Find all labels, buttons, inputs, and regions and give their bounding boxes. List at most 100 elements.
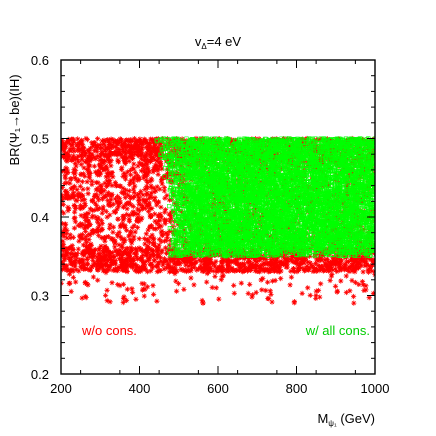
red-star-point <box>361 287 367 293</box>
red-star-point <box>334 268 340 275</box>
red-star-point <box>222 210 228 216</box>
red-star-point <box>120 281 126 287</box>
red-star-point <box>296 266 302 272</box>
red-star-point <box>150 283 156 289</box>
red-star-point <box>227 216 233 222</box>
red-star-point <box>318 264 324 270</box>
red-star-point <box>131 223 137 229</box>
red-star-point <box>106 264 112 270</box>
red-star-point <box>132 169 138 176</box>
red-star-point <box>330 256 336 262</box>
red-star-point <box>327 260 333 267</box>
red-star-point <box>74 187 80 193</box>
red-star-point <box>71 148 77 154</box>
red-star-point <box>75 246 81 252</box>
red-star-point <box>123 251 129 257</box>
red-star-point <box>107 153 113 159</box>
red-star-point <box>143 183 149 189</box>
red-star-point <box>114 206 120 212</box>
red-star-point <box>300 258 306 264</box>
red-star-point <box>87 163 93 169</box>
red-star-point <box>300 140 306 146</box>
red-star-point <box>75 145 81 151</box>
red-star-point <box>351 300 357 306</box>
red-star-point <box>61 247 65 253</box>
red-star-point <box>110 201 116 207</box>
red-star-point <box>127 167 134 173</box>
red-star-point <box>188 268 194 274</box>
red-star-point <box>276 269 282 275</box>
red-star-point <box>129 240 135 246</box>
red-star-point <box>216 296 222 302</box>
red-star-point <box>89 227 95 234</box>
red-star-point <box>114 252 120 258</box>
red-star-point <box>341 264 347 270</box>
red-star-point <box>121 170 127 176</box>
red-star-point <box>86 245 92 252</box>
red-star-point <box>159 166 165 172</box>
red-star-point <box>93 145 100 151</box>
red-star-point <box>231 290 237 296</box>
red-star-point <box>101 141 107 147</box>
red-star-point <box>90 274 96 280</box>
red-star-point <box>152 211 158 217</box>
red-star-point <box>105 173 111 179</box>
red-star-point <box>87 267 93 273</box>
red-star-point <box>136 195 142 201</box>
red-star-point <box>203 262 209 268</box>
red-star-point <box>78 141 84 147</box>
red-star-point <box>283 264 289 270</box>
red-star-point <box>84 240 90 246</box>
red-star-point <box>288 274 295 280</box>
red-star-point <box>137 136 143 142</box>
red-star-point <box>110 224 116 230</box>
red-star-point <box>168 264 174 270</box>
red-star-point <box>143 152 149 158</box>
red-star-point <box>67 146 73 152</box>
red-star-point <box>69 192 75 198</box>
red-star-point <box>187 252 193 258</box>
red-star-point <box>98 217 105 223</box>
red-star-point <box>183 262 189 268</box>
red-star-point <box>155 260 161 266</box>
red-star-point <box>154 269 160 275</box>
red-star-point <box>140 287 146 293</box>
red-star-point <box>88 249 94 255</box>
red-star-point <box>80 242 86 248</box>
red-star-point <box>368 263 374 269</box>
red-star-point <box>139 248 145 254</box>
red-star-point <box>104 298 110 304</box>
red-star-point <box>69 243 75 249</box>
red-star-point <box>133 143 140 149</box>
red-star-point <box>180 242 186 248</box>
red-star-point <box>64 230 70 237</box>
red-star-point <box>63 267 70 273</box>
red-star-point <box>61 221 66 227</box>
red-star-point <box>61 197 65 203</box>
red-star-point <box>140 165 147 172</box>
red-star-point <box>369 268 375 274</box>
red-star-point <box>274 263 280 269</box>
red-star-point <box>68 268 74 275</box>
red-star-point <box>63 252 69 259</box>
red-star-point <box>199 297 205 304</box>
red-star-point <box>124 206 130 212</box>
red-star-point <box>100 160 106 166</box>
red-star-point <box>84 167 90 173</box>
red-star-point <box>105 137 111 143</box>
red-star-point <box>72 156 78 162</box>
red-star-point <box>139 254 145 260</box>
red-star-point <box>73 176 79 182</box>
red-star-point <box>77 232 83 238</box>
red-star-point <box>166 228 172 234</box>
red-star-point <box>278 268 284 274</box>
red-star-point <box>145 237 151 243</box>
red-star-point <box>75 159 82 165</box>
red-star-point <box>349 277 355 284</box>
red-star-point <box>61 141 67 147</box>
red-star-point <box>62 155 68 161</box>
red-star-point <box>152 151 158 158</box>
red-star-point <box>159 177 165 183</box>
red-star-point <box>66 136 72 142</box>
red-star-point <box>76 177 82 183</box>
